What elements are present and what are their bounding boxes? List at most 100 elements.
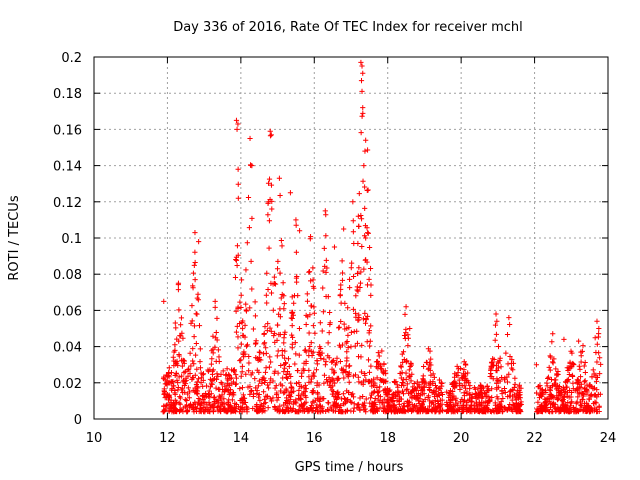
data-point	[221, 406, 227, 412]
data-point	[553, 386, 560, 392]
data-point	[273, 383, 279, 389]
data-point	[578, 403, 585, 409]
data-point	[161, 298, 167, 304]
data-point	[308, 348, 314, 355]
data-point	[277, 331, 283, 338]
data-point	[288, 384, 294, 391]
data-point	[280, 375, 286, 381]
data-point	[355, 374, 361, 380]
data-point	[334, 375, 340, 381]
data-point	[474, 403, 480, 409]
data-point	[585, 402, 591, 409]
data-point	[248, 258, 254, 264]
data-point	[289, 345, 295, 351]
data-point	[278, 362, 284, 369]
data-point	[230, 367, 237, 374]
data-point	[280, 280, 286, 286]
data-point	[286, 392, 292, 398]
data-point	[348, 344, 354, 350]
data-point	[289, 334, 296, 340]
y-tick-label: 0.12	[53, 196, 82, 211]
data-point	[310, 283, 316, 289]
data-point	[365, 230, 371, 236]
data-point	[368, 282, 374, 288]
data-point	[371, 388, 378, 394]
data-point	[167, 404, 173, 410]
data-point	[176, 307, 182, 313]
data-point	[252, 376, 258, 382]
data-point	[489, 394, 495, 401]
data-point	[277, 270, 283, 276]
data-point	[338, 300, 344, 306]
data-point	[419, 402, 426, 408]
chart-title: Day 336 of 2016, Rate Of TEC Index for r…	[173, 20, 523, 35]
data-point	[192, 229, 198, 236]
data-point	[195, 297, 201, 303]
data-point	[214, 337, 220, 343]
data-point	[257, 406, 263, 412]
data-point	[232, 274, 239, 281]
data-point	[365, 357, 372, 363]
data-point	[510, 367, 516, 373]
x-tick-label: 12	[159, 431, 176, 446]
data-point	[282, 348, 288, 354]
data-point	[368, 363, 374, 369]
x-tick-label: 14	[233, 431, 250, 446]
data-point	[456, 377, 462, 383]
data-point	[555, 404, 561, 410]
data-point	[196, 323, 203, 329]
data-point	[267, 128, 273, 134]
data-point	[590, 367, 596, 373]
data-point	[192, 277, 198, 283]
data-point	[313, 367, 320, 373]
x-tick-labels: 10 12 14 16 18 20 22 24	[86, 431, 617, 446]
data-point	[324, 379, 331, 385]
data-point	[320, 396, 326, 402]
data-point	[576, 363, 582, 369]
data-point	[332, 380, 338, 386]
data-point	[274, 353, 280, 359]
data-point	[337, 358, 344, 365]
data-point	[404, 381, 410, 387]
data-point	[344, 408, 351, 414]
data-point	[249, 286, 255, 292]
data-point	[363, 396, 369, 402]
data-point	[486, 388, 492, 394]
data-point	[263, 345, 269, 351]
data-point	[214, 371, 220, 377]
data-point	[303, 312, 309, 318]
data-point	[268, 398, 275, 404]
data-point	[261, 379, 268, 386]
data-point	[272, 385, 278, 391]
data-point	[352, 310, 359, 316]
data-point	[515, 395, 521, 401]
data-point	[293, 249, 299, 255]
data-point	[291, 399, 297, 405]
data-point	[566, 405, 572, 412]
data-point	[312, 330, 318, 336]
data-point	[357, 280, 364, 286]
data-point	[579, 390, 586, 397]
data-point	[494, 378, 500, 384]
data-point	[291, 293, 298, 299]
data-point	[344, 349, 350, 355]
data-point	[362, 310, 368, 316]
data-point	[406, 399, 413, 405]
data-point	[431, 387, 437, 394]
data-point	[377, 384, 383, 390]
data-point	[231, 368, 237, 374]
data-point	[209, 348, 215, 354]
y-tick-label: 0.18	[53, 87, 82, 102]
data-point	[492, 322, 499, 328]
data-point	[361, 266, 367, 272]
data-point	[215, 373, 221, 379]
data-point	[391, 409, 397, 415]
data-point	[310, 265, 316, 271]
data-point	[438, 380, 444, 386]
data-point	[501, 377, 508, 383]
data-point	[179, 385, 185, 391]
data-point	[561, 336, 567, 342]
data-point	[193, 340, 199, 347]
data-point	[284, 395, 290, 401]
data-point	[218, 396, 224, 402]
